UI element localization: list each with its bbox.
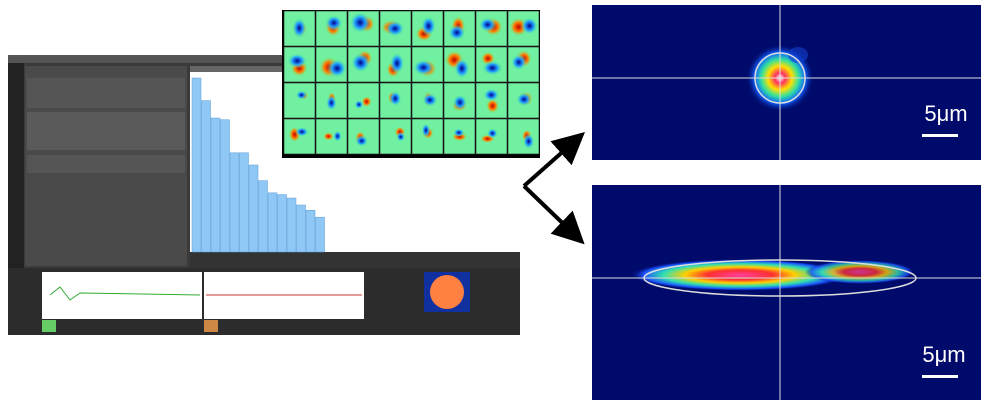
mode-cell — [380, 119, 411, 154]
mode-lobe — [453, 95, 468, 111]
mode-lobe — [453, 128, 465, 137]
mode-lobe — [482, 60, 503, 75]
mode-lobe — [287, 53, 307, 68]
mode-lobe — [296, 90, 308, 99]
scale-bar — [922, 375, 958, 378]
thumb — [42, 320, 56, 332]
mode-lobe — [413, 59, 434, 75]
mode-lobe — [325, 15, 343, 31]
mode-lobe — [389, 91, 402, 107]
bar — [259, 181, 268, 252]
figure: 5μm 5μm — [0, 0, 981, 400]
bar — [249, 165, 258, 252]
mode-lobe — [422, 123, 431, 137]
mode-lobe — [523, 133, 534, 149]
scale-label: 5μm — [922, 342, 965, 367]
bar — [202, 101, 211, 252]
mode-lobe — [355, 135, 368, 147]
image-bg — [592, 185, 981, 400]
bar — [287, 198, 296, 252]
mode-lobe — [511, 54, 527, 70]
bar — [306, 210, 315, 252]
mode-lobe — [351, 53, 370, 73]
thumb — [204, 320, 218, 332]
options-fields — [27, 78, 185, 108]
mode-cell — [284, 83, 315, 118]
beam-image-top: 5μm — [592, 5, 981, 160]
bar — [297, 205, 306, 252]
fringe-pattern — [430, 275, 464, 309]
mode-lobe — [487, 128, 498, 138]
mode-lobe — [326, 95, 337, 111]
processing — [27, 155, 185, 173]
mode-lobe — [396, 132, 405, 142]
mode-lobe — [421, 16, 436, 36]
mode-lobe — [292, 18, 307, 39]
bar — [278, 195, 287, 252]
mode-lobe — [385, 20, 404, 36]
chart-footer — [190, 252, 520, 268]
scale-label: 5μm — [924, 101, 967, 126]
mode-lobe — [323, 132, 334, 141]
mode-lobe — [354, 100, 363, 109]
bar — [316, 217, 325, 252]
beam-image-bottom: 5μm — [592, 185, 981, 400]
bar — [192, 78, 201, 252]
mode-lobe — [516, 92, 531, 106]
mode-lobe — [521, 17, 539, 35]
bar — [211, 118, 220, 252]
bar — [221, 120, 230, 252]
bar — [268, 193, 277, 252]
bar — [230, 153, 239, 252]
commands — [27, 112, 185, 150]
mode-lobe — [454, 58, 470, 79]
mode-lobe — [479, 17, 497, 32]
scale-bar — [922, 134, 958, 137]
arrow — [524, 186, 576, 236]
mode-lobe — [483, 88, 499, 101]
mode-lobe — [349, 12, 371, 34]
toolbar — [8, 63, 24, 268]
mode-lobe — [333, 130, 342, 142]
mode-lobe — [295, 127, 309, 137]
mode-lobe — [390, 52, 405, 74]
mode-lobe — [448, 25, 466, 41]
bar — [240, 153, 249, 252]
mode-lobe — [422, 93, 438, 107]
mode-lobe — [327, 59, 347, 78]
